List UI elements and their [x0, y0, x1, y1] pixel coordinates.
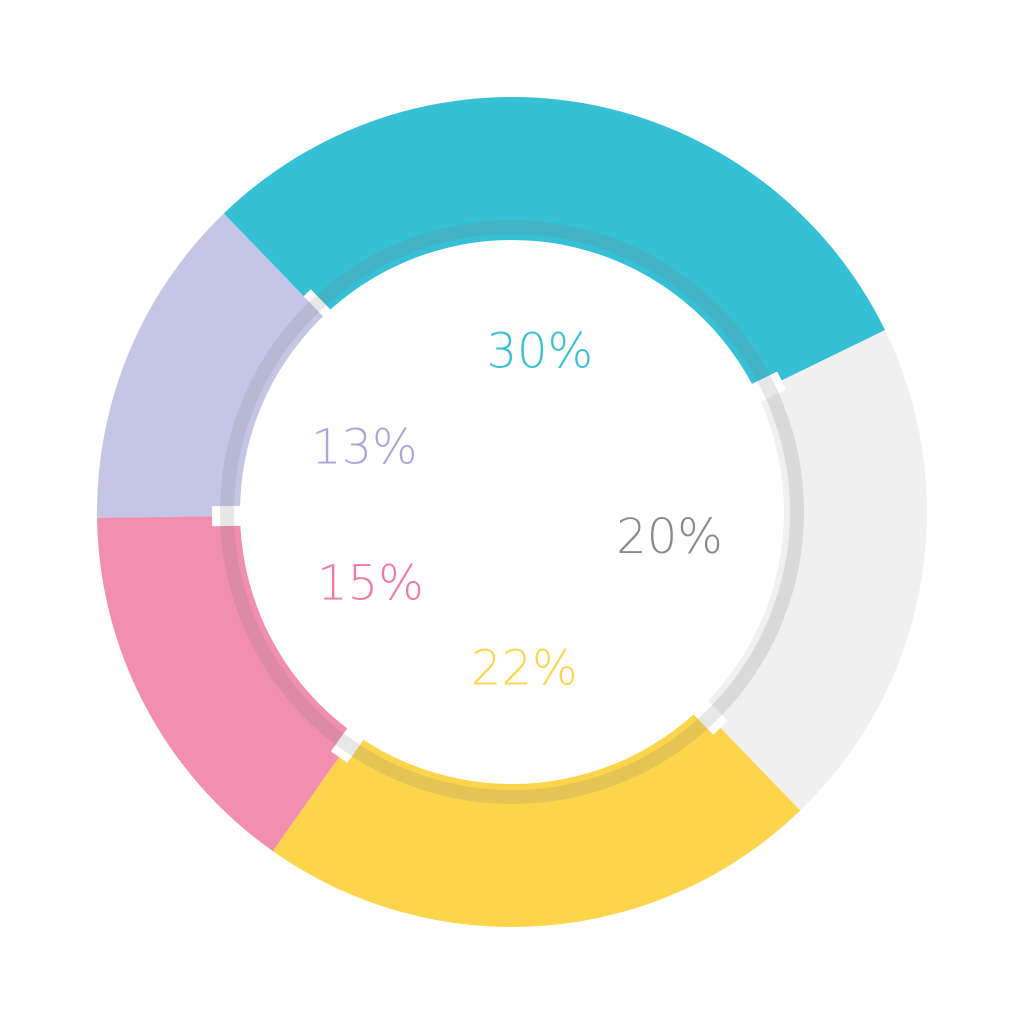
value-label: 20% [616, 509, 723, 565]
value-label: 22% [471, 641, 578, 697]
value-label: 15% [317, 556, 424, 612]
value-label: 13% [311, 420, 418, 476]
value-label: 30% [486, 323, 593, 379]
labels: 30% 20% 22% 15% 13% [311, 323, 723, 696]
center-disc [240, 240, 784, 784]
slice [97, 515, 379, 852]
inner-ring [220, 220, 804, 804]
